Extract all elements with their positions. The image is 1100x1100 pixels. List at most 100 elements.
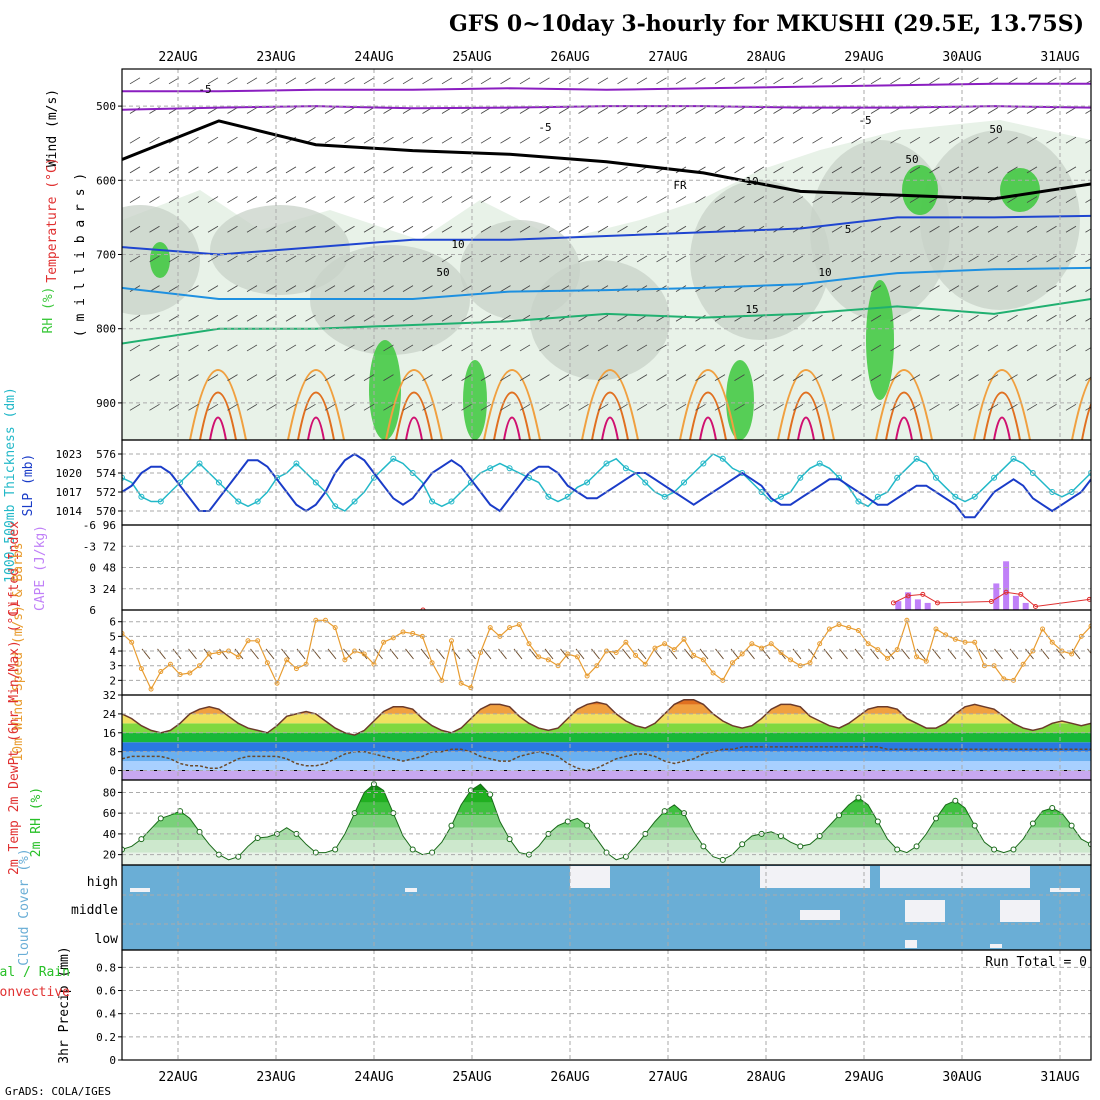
- wind-barb: [168, 403, 180, 411]
- wind-barb: [851, 166, 862, 174]
- wind-barb: [149, 374, 160, 381]
- wind-barb: [1046, 225, 1057, 233]
- wind-barb: [363, 344, 375, 352]
- wind-barb: [402, 344, 414, 352]
- isotherm-warm: [189, 369, 247, 440]
- isotherm-hottest: [209, 416, 227, 440]
- wind-barb: [363, 107, 375, 114]
- wind-barb-10m: [513, 648, 523, 660]
- cape-bar: [905, 592, 912, 610]
- wind-barb: [1065, 107, 1077, 114]
- wind-barb: [305, 225, 316, 233]
- wind-barb: [636, 225, 648, 233]
- wind-barb: [831, 314, 843, 322]
- contour-label: 10: [818, 266, 831, 279]
- wind-barb: [344, 314, 355, 322]
- wind-barb: [188, 77, 199, 85]
- wind-speed-marker: [671, 647, 677, 653]
- wind-barb: [656, 107, 667, 114]
- wind-barb: [1065, 403, 1077, 411]
- temp-band: [122, 704, 1091, 714]
- wind-barb: [246, 314, 258, 322]
- wind-barb-10m: [901, 648, 910, 660]
- wind-barb: [812, 166, 823, 174]
- wind-barb: [539, 166, 550, 174]
- cape-bar: [914, 599, 921, 610]
- wind-barb: [441, 314, 453, 322]
- wind-barb: [227, 255, 238, 263]
- wind-barb: [188, 196, 199, 203]
- wind-barb: [987, 107, 999, 114]
- wind-barb: [714, 107, 726, 114]
- wind-barb: [168, 225, 180, 233]
- wind-barb: [1065, 225, 1077, 233]
- wind-barb: [773, 344, 784, 352]
- wind-barb: [129, 166, 141, 174]
- wind-barb: [929, 314, 940, 322]
- wind-barb: [207, 166, 219, 174]
- date-label-top: 24AUG: [354, 50, 393, 65]
- wind-barb: [266, 403, 277, 411]
- cape-bar: [1003, 561, 1010, 610]
- wind-barb: [1046, 196, 1057, 203]
- date-label-top: 23AUG: [256, 50, 295, 65]
- wind-barb: [773, 136, 784, 144]
- wind-barb: [773, 107, 784, 114]
- temp-band: [122, 751, 1091, 762]
- wind-barb: [656, 225, 667, 233]
- wind-barb: [1065, 285, 1077, 292]
- y-tick-label: 60: [103, 807, 116, 820]
- isotherm-2: [122, 119, 1091, 201]
- wind-barb: [617, 136, 628, 144]
- wind-barb: [675, 107, 687, 114]
- thickness-marker: [816, 460, 823, 467]
- wind-barb: [597, 166, 609, 174]
- wind-barb: [558, 136, 570, 144]
- thickness-marker: [603, 460, 610, 467]
- wind-speed-marker: [216, 650, 222, 655]
- date-label-top: 27AUG: [648, 50, 687, 65]
- isotherm-hottest: [503, 416, 521, 440]
- wind-barb: [363, 136, 375, 144]
- wind-barb: [909, 403, 921, 411]
- wind-barb: [402, 166, 414, 174]
- cloud-clear-patch: [130, 888, 150, 892]
- wind-barb: [597, 314, 609, 322]
- wind-barb: [266, 107, 277, 114]
- isotherm-warm: [287, 369, 345, 440]
- isotherm-warm: [1071, 375, 1091, 440]
- wind-barb: [266, 285, 277, 292]
- wind-barb: [753, 107, 765, 114]
- wind-barb: [149, 136, 160, 144]
- wind-barb: [734, 403, 745, 411]
- wind-barb: [168, 77, 180, 85]
- wind-speed-marker: [507, 625, 513, 631]
- wind-barb: [344, 255, 355, 263]
- wind-barb: [675, 344, 687, 352]
- wind-barb: [851, 196, 862, 203]
- wind-barb: [831, 285, 843, 292]
- thickness-marker: [700, 460, 707, 467]
- wind-speed-marker: [526, 641, 532, 647]
- wind-barb: [695, 344, 706, 352]
- wind-barb: [129, 255, 141, 263]
- wind-speed-marker: [633, 652, 639, 658]
- wind-barb: [656, 196, 667, 203]
- wind-barb: [734, 344, 745, 352]
- wind-speed-marker: [933, 626, 939, 632]
- wind-barb: [695, 225, 706, 233]
- wind-barb: [519, 403, 531, 411]
- rh-shade-green: [726, 360, 754, 440]
- wind-speed-marker: [545, 657, 551, 663]
- wind-barb: [129, 403, 141, 411]
- wind-barb: [890, 403, 901, 411]
- wind-barb: [305, 403, 316, 411]
- wind-speed-marker: [1001, 676, 1007, 682]
- wind-barb: [617, 403, 628, 411]
- wind-barb: [461, 77, 472, 85]
- rh2m-marker: [584, 822, 591, 829]
- contour-label: -5: [198, 83, 211, 96]
- wind-barb: [383, 255, 394, 263]
- wind-barb: [909, 136, 921, 144]
- wind-barb: [792, 166, 804, 174]
